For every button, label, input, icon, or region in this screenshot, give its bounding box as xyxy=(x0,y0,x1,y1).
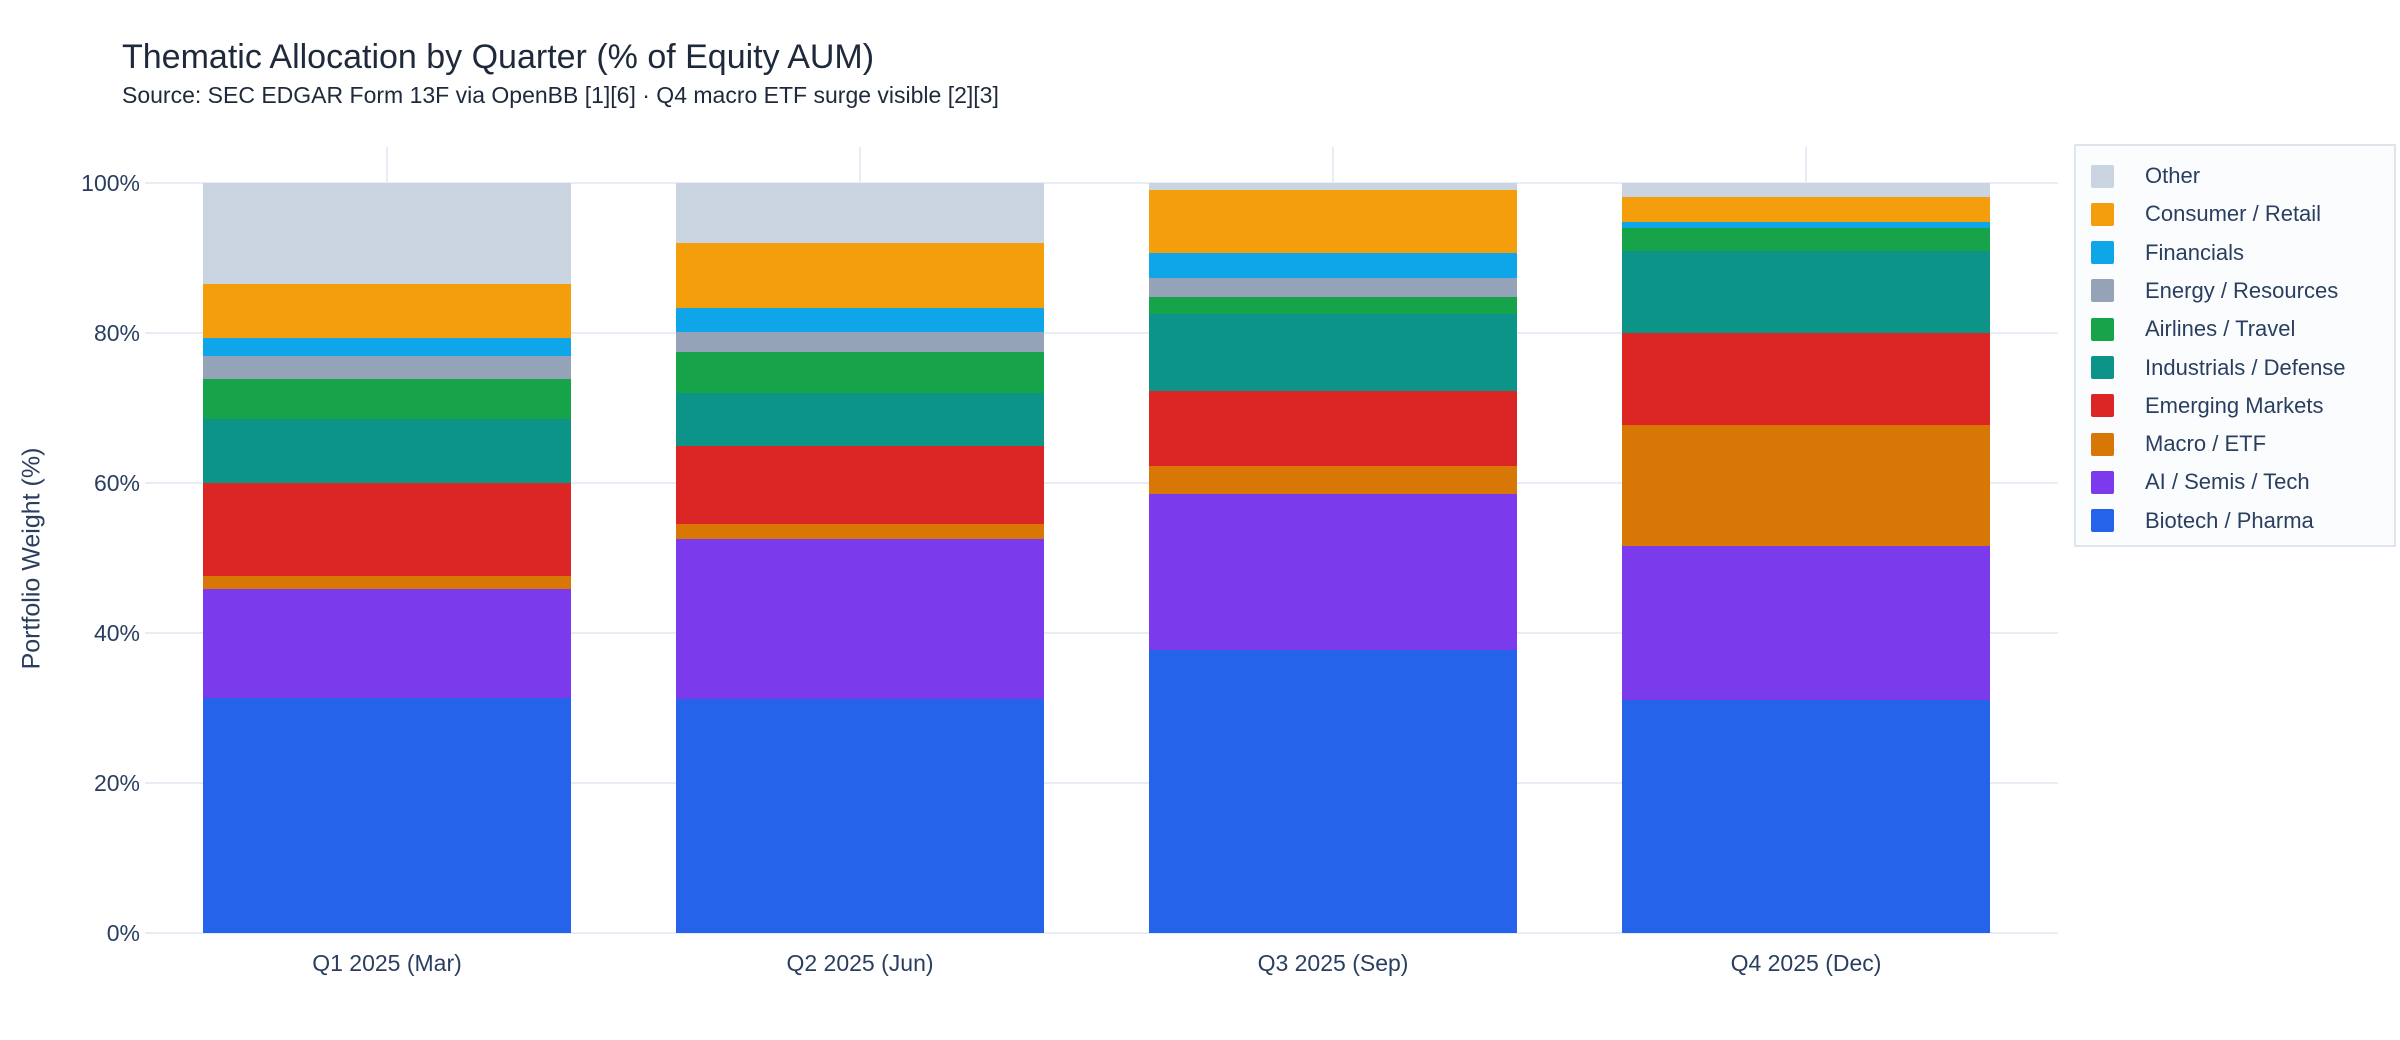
bar-segment[interactable] xyxy=(203,378,571,420)
y-gridline xyxy=(145,332,2058,334)
legend-item[interactable]: AI / Semis / Tech xyxy=(2091,463,2391,501)
bar-segment[interactable] xyxy=(676,699,1044,933)
legend-swatch xyxy=(2091,202,2114,226)
bar-segment[interactable] xyxy=(1149,390,1517,466)
x-gridline-stub xyxy=(1332,147,1334,183)
bar-segment[interactable] xyxy=(203,576,571,589)
x-gridline-stub xyxy=(859,147,861,183)
legend-swatch xyxy=(2091,356,2114,379)
legend-label: Macro / ETF xyxy=(2145,431,2267,457)
x-tick-label: Q3 2025 (Sep) xyxy=(1257,950,1409,976)
bar-segment[interactable] xyxy=(1622,546,1990,700)
legend-item[interactable]: Financials xyxy=(2091,234,2391,272)
legend-box xyxy=(2074,144,2396,547)
y-gridline xyxy=(145,782,2058,784)
bar-segment[interactable] xyxy=(1149,297,1517,315)
x-tick-label: Q1 2025 (Mar) xyxy=(312,950,462,976)
x-tick-label: Q2 2025 (Jun) xyxy=(786,950,934,976)
x-gridline-stub xyxy=(386,147,388,183)
x-tick-label: Q4 2025 (Dec) xyxy=(1730,950,1882,976)
chart-subtitle: Source: SEC EDGAR Form 13F via OpenBB [1… xyxy=(122,82,999,108)
y-gridline xyxy=(145,632,2058,634)
legend-swatch xyxy=(2091,509,2114,533)
legend-label: Financials xyxy=(2145,239,2245,265)
legend-item[interactable]: Emerging Markets xyxy=(2091,387,2391,425)
bar-segment[interactable] xyxy=(676,331,1044,352)
bar-segment[interactable] xyxy=(1149,189,1517,253)
bar-segment[interactable] xyxy=(1149,649,1517,933)
bar-segment[interactable] xyxy=(676,393,1044,447)
x-gridline-stub xyxy=(1805,147,1807,183)
legend-label: Consumer / Retail xyxy=(2145,201,2322,227)
bar-segment[interactable] xyxy=(1622,183,1990,198)
legend-item[interactable]: Biotech / Pharma xyxy=(2091,502,2391,540)
legend-item[interactable]: Consumer / Retail xyxy=(2091,195,2391,233)
y-axis-title: Portfolio Weight (%) xyxy=(17,447,46,670)
legend-label: Industrials / Defense xyxy=(2145,354,2346,380)
bar-segment[interactable] xyxy=(1149,277,1517,297)
legend-swatch xyxy=(2091,241,2114,265)
legend-label: Emerging Markets xyxy=(2145,392,2324,418)
bar-segment[interactable] xyxy=(203,483,571,576)
y-gridline xyxy=(145,182,2058,184)
legend-swatch xyxy=(2091,470,2114,494)
y-tick-label: 80% xyxy=(93,320,140,346)
bar-segment[interactable] xyxy=(1622,424,1990,546)
bar-segment[interactable] xyxy=(1622,251,1990,333)
bar-segment[interactable] xyxy=(203,419,571,483)
bar-segment[interactable] xyxy=(203,284,571,339)
legend-swatch xyxy=(2091,279,2114,303)
legend-swatch xyxy=(2091,317,2114,341)
bar-segment[interactable] xyxy=(203,698,571,933)
legend-label: Other xyxy=(2145,163,2201,188)
y-tick-label: 100% xyxy=(81,170,140,196)
bar-segment[interactable] xyxy=(1622,333,1990,425)
bar-segment[interactable] xyxy=(676,183,1044,243)
legend-item[interactable]: Macro / ETF xyxy=(2091,425,2391,463)
bar-segment[interactable] xyxy=(1622,699,1990,933)
legend-item[interactable]: Industrials / Defense xyxy=(2091,349,2391,387)
bar-segment[interactable] xyxy=(676,523,1044,539)
y-tick-label: 40% xyxy=(93,620,140,646)
bar-segment[interactable] xyxy=(203,183,571,285)
bar-segment[interactable] xyxy=(203,356,571,379)
bar-segment[interactable] xyxy=(1149,314,1517,391)
bar-segment[interactable] xyxy=(676,446,1044,524)
legend-swatch xyxy=(2091,394,2114,418)
bar-segment[interactable] xyxy=(203,588,571,699)
bar-segment[interactable] xyxy=(676,351,1044,393)
y-tick-label: 60% xyxy=(93,470,140,496)
legend-item[interactable]: Airlines / Travel xyxy=(2091,310,2391,348)
bar-segment[interactable] xyxy=(1622,197,1990,222)
bar-segment[interactable] xyxy=(676,243,1044,308)
legend-label: AI / Semis / Tech xyxy=(2145,469,2310,495)
legend-item[interactable]: Other xyxy=(2091,157,2391,195)
legend-label: Energy / Resources xyxy=(2145,277,2339,303)
y-tick-label: 20% xyxy=(93,770,140,796)
legend-label: Airlines / Travel xyxy=(2145,316,2296,342)
legend-item[interactable]: Energy / Resources xyxy=(2091,272,2391,310)
y-gridline xyxy=(145,932,2058,934)
bar-segment[interactable] xyxy=(1622,222,1990,228)
bar-segment[interactable] xyxy=(1622,228,1990,252)
bar-segment[interactable] xyxy=(676,538,1044,699)
legend-swatch xyxy=(2091,432,2114,456)
y-tick-label: 0% xyxy=(106,920,140,946)
bar-segment[interactable] xyxy=(1149,465,1517,495)
legend-label: Biotech / Pharma xyxy=(2145,507,2314,533)
bar-segment[interactable] xyxy=(203,338,571,357)
chart-title: Thematic Allocation by Quarter (% of Equ… xyxy=(122,38,875,76)
legend-swatch xyxy=(2091,164,2114,188)
bar-segment[interactable] xyxy=(1149,252,1517,278)
bar-segment[interactable] xyxy=(1149,183,1517,190)
bar-segment[interactable] xyxy=(676,307,1044,332)
y-gridline xyxy=(145,482,2058,484)
bar-segment[interactable] xyxy=(1149,494,1517,650)
